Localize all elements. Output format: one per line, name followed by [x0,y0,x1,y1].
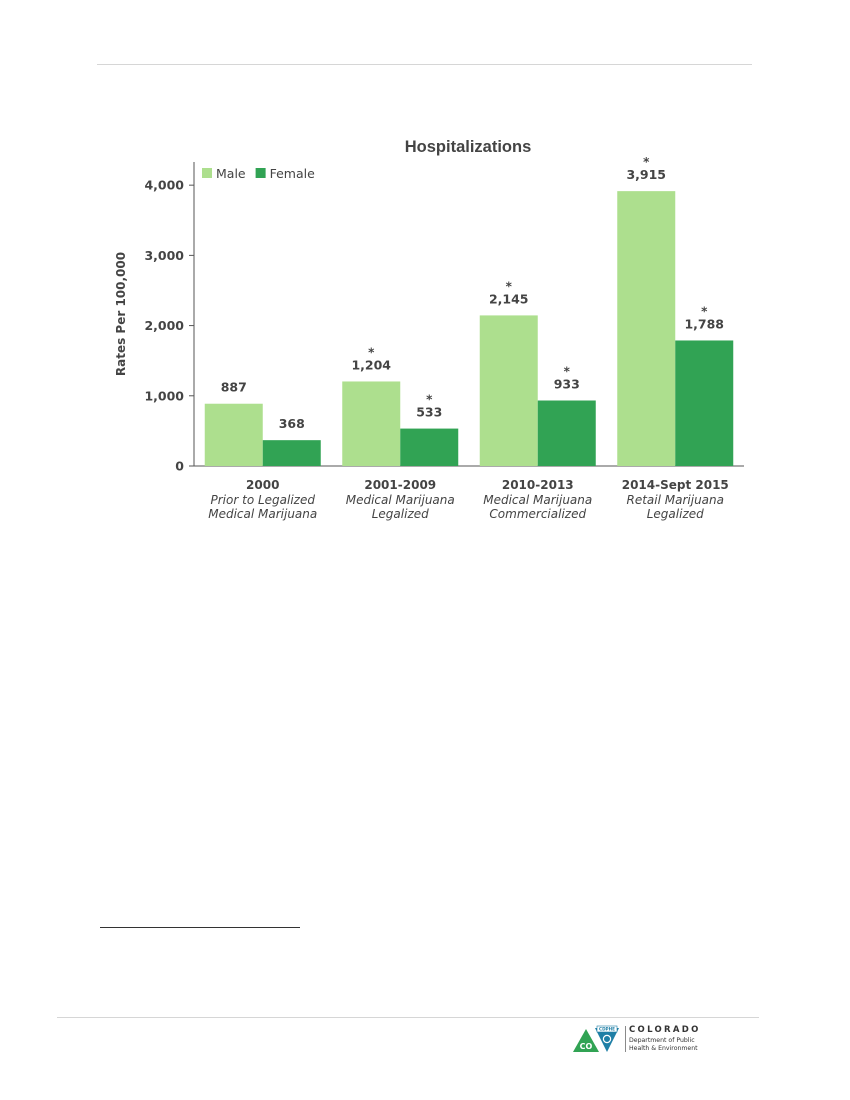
data-label: 1,204 [351,357,391,372]
logo-divider [625,1026,626,1052]
hospitalizations-chart: Hospitalizations Rates Per 100,000 0 1,00… [114,138,744,521]
y-axis-label: Rates Per 100,000 [114,252,128,376]
chart-legend: Male Female [202,166,315,181]
bar-female [675,340,734,466]
y-tick-label: 0 [175,459,184,474]
agency-department: Department of Public Health & Environmen… [629,1037,698,1052]
x-category-sublabel: Legalized [647,507,704,521]
data-label: 368 [279,416,305,431]
x-category-label: 2001-2009 [364,478,436,492]
data-label: 887 [221,380,247,395]
chart-title: Hospitalizations [405,138,532,156]
data-label: 533 [416,405,442,420]
significance-marker: * [368,345,375,359]
logo-badge: CDPHE [599,1027,615,1032]
x-category-sublabel: Medical Marijuana [208,507,317,521]
y-tick-label: 1,000 [144,388,184,403]
agency-dept-line1: Department of Public [629,1037,695,1044]
x-category-sublabel: Medical Marijuana [483,493,592,507]
agency-dept-line2: Health & Environment [629,1044,698,1052]
chart-bars [204,191,734,466]
x-category-label: 2000 [246,478,279,492]
data-label: 1,788 [684,316,724,331]
colorado-logo-icon: CO CDPHE [573,1025,619,1052]
y-tick-label: 2,000 [144,318,184,333]
x-category-label: 2010-2013 [502,478,574,492]
bar-female [400,428,459,466]
legend-swatch-male [202,168,212,178]
bar-female [262,440,321,466]
x-category-sublabel: Legalized [372,507,429,521]
legend-swatch-female [255,168,266,178]
bar-female [537,400,596,466]
bar-male [479,315,538,466]
x-category-sublabel: Retail Marijuana [627,493,725,507]
data-label: 2,145 [489,291,529,306]
x-category-sublabel: Commercialized [489,507,586,521]
bar-male [617,191,676,466]
footnote-separator [100,927,300,928]
significance-marker: * [701,304,708,318]
x-category-sublabel: Medical Marijuana [346,493,455,507]
footer-rule [57,1017,759,1018]
x-category-label: 2014-Sept 2015 [622,478,729,492]
y-tick-label: 3,000 [144,248,184,263]
header-rule [97,64,752,65]
significance-marker: * [564,364,571,378]
x-category-sublabel: Prior to Legalized [211,493,316,507]
data-label: 3,915 [626,167,666,182]
bar-male [342,381,401,466]
logo-letters: CO [580,1042,593,1051]
agency-name: COLORADO [629,1025,701,1035]
legend-label-male: Male [216,166,246,181]
significance-marker: * [643,155,650,169]
cdphe-logo: CO CDPHE COLORADO Department of Public H… [571,1024,698,1056]
bar-male [204,403,263,466]
significance-marker: * [426,393,433,407]
legend-label-female: Female [270,166,316,181]
data-label: 933 [554,376,580,391]
y-tick-label: 4,000 [144,178,184,193]
significance-marker: * [506,279,513,293]
